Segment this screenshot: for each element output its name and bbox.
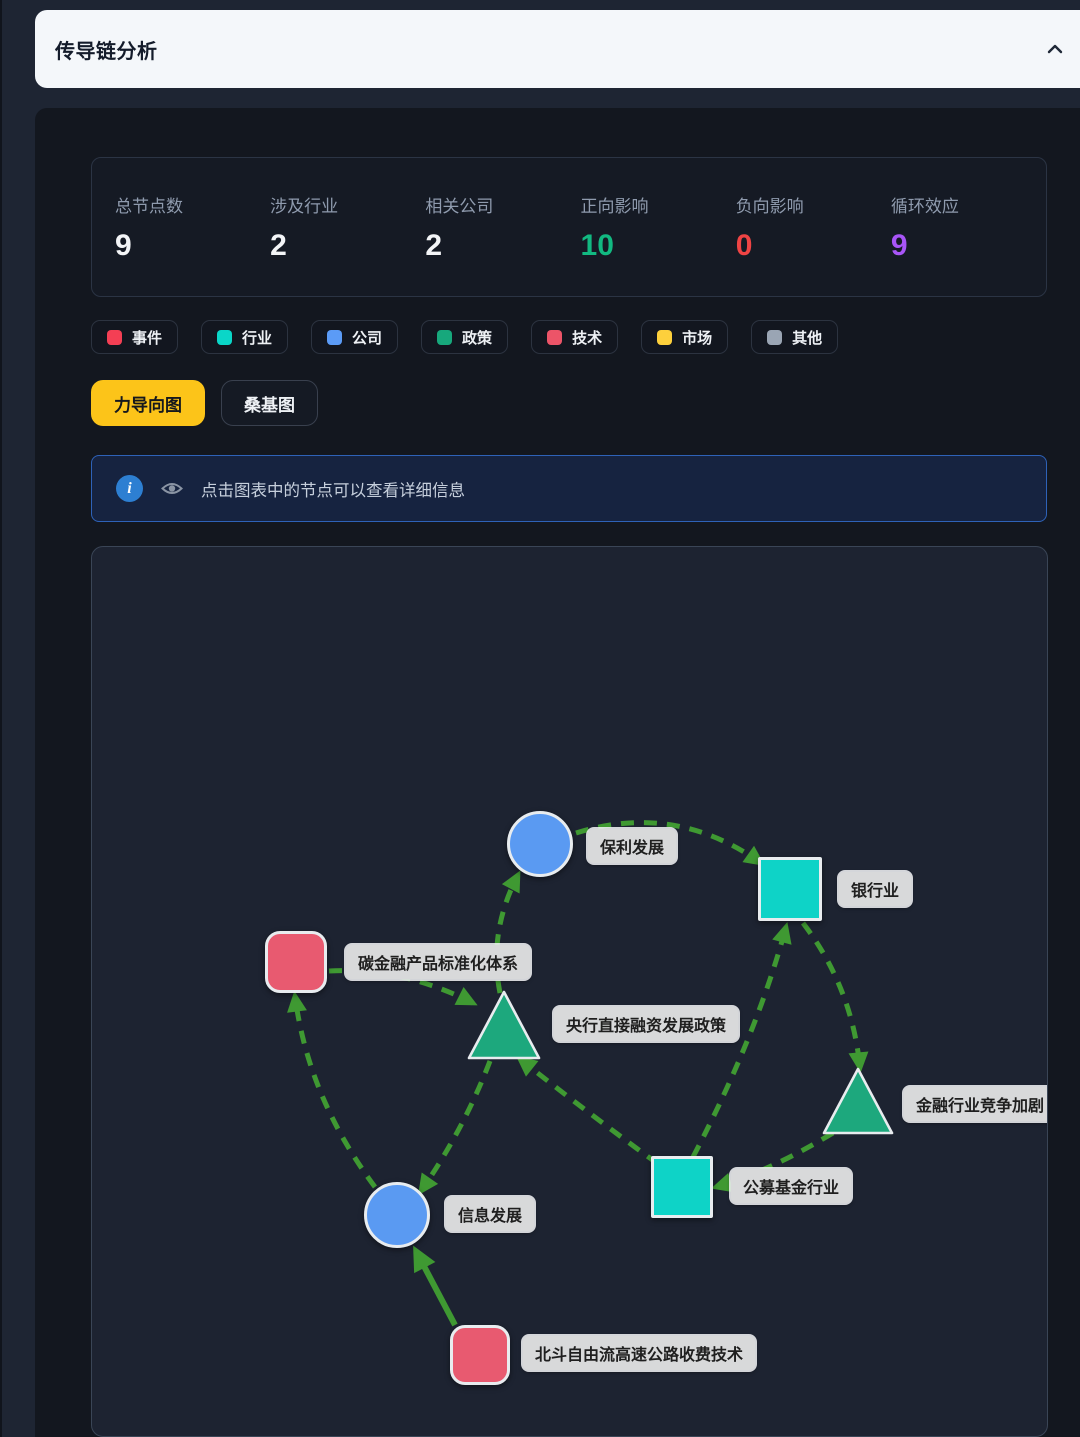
analysis-panel: 总节点数 9 涉及行业 2 相关公司 2 正向影响 10 负向影响 0 循环效应… (35, 108, 1080, 1437)
chevron-up-icon (1047, 44, 1063, 54)
graph-node-fund[interactable] (651, 1156, 713, 1218)
graph-edge-info-carbon (287, 990, 378, 1189)
stat-value: 0 (735, 228, 753, 262)
stat-companies: 相关公司 2 (425, 192, 580, 263)
legend-chip-行业[interactable]: 行业 (201, 320, 289, 354)
graph-edges (287, 820, 869, 1327)
stat-positive-impact: 正向影响 10 (581, 192, 736, 263)
stats-summary-card: 总节点数 9 涉及行业 2 相关公司 2 正向影响 10 负向影响 0 循环效应… (91, 157, 1047, 297)
legend-label: 市场 (682, 329, 713, 347)
graph-edge-bank-compete (801, 921, 869, 1074)
graph-edge-baoli-bank (575, 820, 766, 867)
node-label-beidou[interactable]: 北斗自由流高速公路收费技术 (523, 1336, 756, 1370)
graph-node-bank[interactable] (758, 857, 822, 921)
panel-header: 传导链分析 (35, 10, 1080, 88)
legend-chip-技术[interactable]: 技术 (531, 320, 619, 354)
graph-node-carbon[interactable] (265, 931, 327, 993)
node-label-carbon[interactable]: 碳金融产品标准化体系 (346, 945, 531, 979)
graph-edge-policy-info (418, 1060, 493, 1196)
node-label-bank[interactable]: 银行业 (839, 872, 912, 906)
graph-edge-beidou-info (413, 1245, 458, 1327)
legend-chip-政策[interactable]: 政策 (421, 320, 509, 354)
node-label-fund[interactable]: 公募基金行业 (731, 1169, 852, 1203)
eye-icon (161, 483, 183, 494)
legend-swatch-icon (657, 329, 673, 345)
stat-label: 相关公司 (425, 196, 494, 216)
legend-chip-事件[interactable]: 事件 (91, 320, 179, 354)
legend-swatch-icon (767, 329, 783, 345)
graph-edge-compete-fund (710, 1130, 835, 1193)
transmission-graph[interactable]: 保利发展银行业碳金融产品标准化体系 央行直接融资发展政策金融行业竞争加剧公募基金行… (91, 546, 1048, 1437)
stat-label: 循环效应 (890, 196, 959, 216)
stat-value: 10 (580, 228, 614, 262)
stat-cycle-effect: 循环效应 9 (891, 192, 1046, 263)
legend-label: 行业 (242, 329, 273, 347)
stat-negative-impact: 负向影响 0 (736, 192, 891, 263)
legend-chip-公司[interactable]: 公司 (311, 320, 399, 354)
legend-chip-市场[interactable]: 市场 (641, 320, 729, 354)
collapse-panel-button[interactable] (1044, 38, 1066, 60)
page-title: 传导链分析 (55, 40, 158, 63)
legend-label: 技术 (572, 329, 603, 347)
node-label-baoli[interactable]: 保利发展 (588, 829, 677, 863)
node-type-legend: 事件 行业 公司 政策 技术 市场 其他 (91, 320, 839, 354)
stat-label: 正向影响 (580, 196, 649, 216)
legend-label: 其他 (792, 329, 823, 347)
legend-label: 公司 (352, 329, 383, 347)
legend-swatch-icon (327, 329, 343, 345)
legend-swatch-icon (107, 329, 122, 345)
info-icon: i (116, 475, 143, 502)
graph-node-info[interactable] (364, 1182, 430, 1248)
legend-label: 事件 (132, 329, 163, 347)
legend-label: 政策 (462, 329, 493, 347)
graph-node-baoli[interactable] (507, 811, 573, 877)
graph-node-policy[interactable] (466, 989, 542, 1061)
stat-value: 2 (425, 228, 443, 262)
stat-label: 总节点数 (115, 196, 183, 216)
force-graph-button[interactable]: 力导向图 (91, 380, 205, 426)
view-toggle: 力导向图 桑基图 (91, 380, 318, 426)
legend-swatch-icon (217, 329, 233, 345)
node-label-policy[interactable]: 央行直接融资发展政策 (554, 1007, 739, 1041)
stat-label: 负向影响 (735, 196, 804, 216)
stat-label: 涉及行业 (270, 196, 339, 216)
stat-value: 2 (270, 228, 287, 262)
sankey-button[interactable]: 桑基图 (221, 380, 318, 426)
graph-node-compete[interactable] (821, 1066, 895, 1136)
stat-value: 9 (890, 228, 908, 262)
hint-text: 点击图表中的节点可以查看详细信息 (201, 481, 465, 500)
legend-chip-其他[interactable]: 其他 (751, 320, 839, 354)
graph-edge-fund-bank (690, 921, 792, 1159)
stat-value: 9 (115, 228, 132, 262)
node-label-info[interactable]: 信息发展 (446, 1197, 535, 1231)
legend-swatch-icon (437, 329, 453, 345)
stat-industries: 涉及行业 2 (270, 192, 425, 263)
node-label-compete[interactable]: 金融行业竞争加剧 (904, 1087, 1047, 1121)
stat-total-nodes: 总节点数 9 (115, 192, 270, 263)
graph-node-beidou[interactable] (450, 1325, 510, 1385)
graph-edge-fund-policy (515, 1055, 660, 1167)
hint-banner: i 点击图表中的节点可以查看详细信息 (91, 455, 1047, 522)
legend-swatch-icon (547, 329, 563, 345)
